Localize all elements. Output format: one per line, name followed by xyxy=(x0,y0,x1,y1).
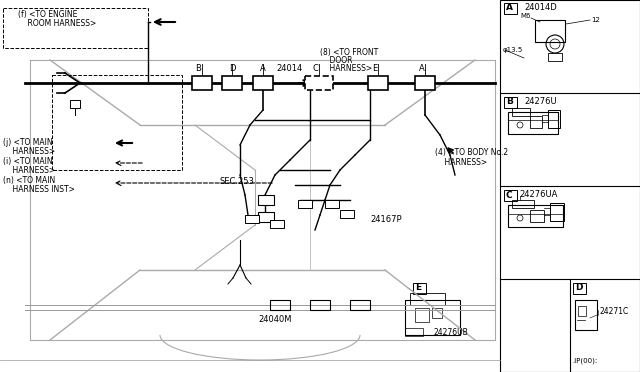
Bar xyxy=(305,76,333,90)
Text: A: A xyxy=(506,3,513,13)
Text: M6: M6 xyxy=(520,13,531,19)
Bar xyxy=(405,300,460,335)
Text: 24014: 24014 xyxy=(276,64,302,73)
Text: C: C xyxy=(312,64,318,73)
Text: E: E xyxy=(372,64,378,73)
Text: φ13.5: φ13.5 xyxy=(503,47,524,53)
Text: (4) <TO BODY No.2: (4) <TO BODY No.2 xyxy=(435,148,508,157)
Text: (f) <TO ENGINE: (f) <TO ENGINE xyxy=(18,10,77,19)
Text: 24014D: 24014D xyxy=(524,3,557,12)
Text: HARNESS>: HARNESS> xyxy=(3,147,55,156)
Text: ROOM HARNESS>: ROOM HARNESS> xyxy=(18,19,96,28)
Bar xyxy=(298,200,312,208)
Text: B: B xyxy=(195,64,201,73)
Text: (i) <TO MAIN: (i) <TO MAIN xyxy=(3,157,52,166)
Text: DOOR: DOOR xyxy=(320,56,353,65)
Text: HARNESS>: HARNESS> xyxy=(3,166,55,175)
Text: 24167P: 24167P xyxy=(370,215,402,224)
Text: E: E xyxy=(415,283,421,292)
Text: (j) <TO MAIN: (j) <TO MAIN xyxy=(3,138,52,147)
Text: 24276UB: 24276UB xyxy=(433,328,468,337)
Bar xyxy=(325,200,339,208)
Bar xyxy=(530,116,542,128)
Bar xyxy=(512,200,534,208)
Bar xyxy=(508,205,563,227)
Bar xyxy=(222,76,242,90)
Bar xyxy=(512,108,530,116)
Text: A: A xyxy=(260,64,266,73)
Text: 24276UA: 24276UA xyxy=(519,190,557,199)
Text: 24040M: 24040M xyxy=(258,315,291,324)
Bar xyxy=(192,76,212,90)
Text: 24276U: 24276U xyxy=(524,97,557,106)
Text: .IP(00):: .IP(00): xyxy=(572,358,597,365)
Text: D: D xyxy=(228,64,236,73)
Text: HARNESS>: HARNESS> xyxy=(435,158,487,167)
Text: 24271C: 24271C xyxy=(600,307,629,316)
Bar xyxy=(535,20,565,42)
Bar xyxy=(548,110,560,128)
Bar xyxy=(415,308,429,322)
Text: SEC.253: SEC.253 xyxy=(220,177,255,186)
Bar xyxy=(310,300,330,310)
Bar xyxy=(504,97,517,108)
Bar xyxy=(530,210,544,222)
Bar xyxy=(508,112,558,134)
Text: D: D xyxy=(575,283,582,292)
Bar xyxy=(405,328,423,336)
Bar xyxy=(270,300,290,310)
Bar xyxy=(245,215,259,223)
Text: HARNESS>: HARNESS> xyxy=(320,64,372,73)
Bar xyxy=(415,76,435,90)
Bar xyxy=(504,3,517,14)
Text: B: B xyxy=(506,97,513,106)
Bar xyxy=(413,283,426,294)
Bar xyxy=(3,8,148,48)
Bar xyxy=(575,300,597,330)
Bar xyxy=(410,293,445,305)
Bar xyxy=(70,100,80,108)
Text: (8) <TO FRONT: (8) <TO FRONT xyxy=(320,48,378,57)
Bar xyxy=(578,306,586,316)
Bar xyxy=(504,190,517,201)
Bar xyxy=(340,210,354,218)
Bar xyxy=(52,75,182,170)
Bar xyxy=(573,283,586,294)
Bar xyxy=(258,212,274,222)
Bar xyxy=(432,308,442,318)
Bar xyxy=(368,76,388,90)
Text: HARNESS INST>: HARNESS INST> xyxy=(3,185,75,194)
Text: (n) <TO MAIN: (n) <TO MAIN xyxy=(3,176,55,185)
Bar xyxy=(258,195,274,205)
Text: 12: 12 xyxy=(591,17,600,23)
Bar xyxy=(350,300,370,310)
Bar xyxy=(270,220,284,228)
Bar xyxy=(550,203,564,221)
Text: C: C xyxy=(506,190,513,199)
Bar xyxy=(548,53,562,61)
Text: A: A xyxy=(419,64,425,73)
Bar xyxy=(253,76,273,90)
Bar xyxy=(500,0,640,372)
